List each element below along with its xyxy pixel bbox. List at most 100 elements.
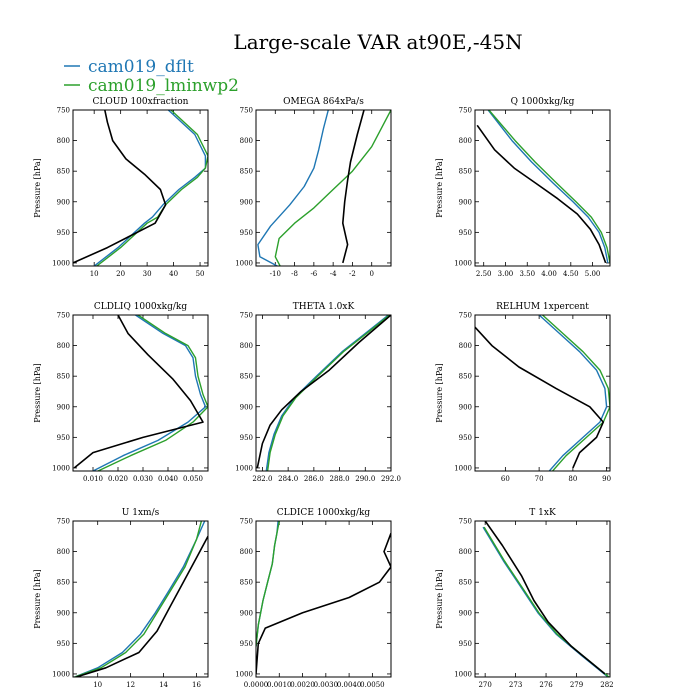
y-tick-label: 950 <box>459 640 472 648</box>
panel-relhum: RELHUM 1xpercent Pressure [hPa] 750 800 850 9… <box>435 302 611 483</box>
y-tick-label: 750 <box>240 312 253 320</box>
x-tick-label: 0.0000 <box>244 681 269 689</box>
x-tick-label: 2.50 <box>476 270 492 278</box>
x-tick-label: 0.010 <box>83 475 103 483</box>
y-tick-label: 1000 <box>454 464 472 472</box>
x-tick-label: 0.030 <box>133 475 153 483</box>
y-tick-label: 950 <box>459 434 472 442</box>
x-tick-label: 70 <box>535 475 544 483</box>
x-tick-label: 273 <box>509 681 522 689</box>
y-tick-label: 850 <box>240 579 253 587</box>
series-line-obs <box>76 535 208 677</box>
y-tick-label: 1000 <box>235 670 253 678</box>
y-tick-label: 800 <box>459 548 472 556</box>
x-tick-label: 40 <box>169 270 178 278</box>
panel-q: Q 1000xkg/kg Pressure [hPa] 750 800 850 900 95… <box>435 97 611 278</box>
y-tick-label: 950 <box>240 229 253 237</box>
y-axis-label: Pressure [hPa] <box>435 569 444 629</box>
y-tick-label: 1000 <box>235 464 253 472</box>
series-line-obs <box>341 110 365 264</box>
panel-title: THETA 1.0xK <box>293 302 355 312</box>
y-tick-label: 900 <box>459 609 472 617</box>
x-tick-label: 0.0010 <box>267 681 292 689</box>
panel-omega: OMEGA 864xPa/s 750 800 850 900 950 1000 -10 -8 -6… <box>235 97 392 278</box>
x-tick-label: 282 <box>600 681 613 689</box>
plot-frame <box>474 314 611 472</box>
x-tick-label: 30 <box>143 270 152 278</box>
panel-cloud: CLOUD 100xfraction Pressure [hPa] 750 800 85… <box>33 97 209 278</box>
y-tick-label: 900 <box>459 403 472 411</box>
x-tick-label: 5.00 <box>585 270 601 278</box>
plot-frame <box>72 314 209 472</box>
series-line-cam019-lminwp2 <box>483 526 610 677</box>
panel-title: U 1xm/s <box>122 508 160 518</box>
y-tick-label: 750 <box>57 107 70 115</box>
y-tick-label: 1000 <box>454 259 472 267</box>
x-tick-label: 0.0040 <box>337 681 362 689</box>
series-line-cam019-dflt <box>487 110 609 264</box>
y-tick-label: 950 <box>240 434 253 442</box>
x-tick-label: 0.040 <box>158 475 178 483</box>
y-tick-label: 800 <box>240 342 253 350</box>
plot-frame <box>72 520 209 678</box>
x-tick-label: 60 <box>501 475 510 483</box>
x-tick-label: -10 <box>270 270 281 278</box>
y-tick-label: 750 <box>459 518 472 526</box>
plot-frame <box>255 314 392 472</box>
x-tick-label: 284.0 <box>278 475 298 483</box>
x-tick-label: 90 <box>602 475 611 483</box>
y-axis-label: Pressure [hPa] <box>435 363 444 423</box>
y-tick-label: 1000 <box>52 670 70 678</box>
y-tick-label: 800 <box>459 342 472 350</box>
y-tick-label: 850 <box>240 373 253 381</box>
series-line-obs <box>73 110 167 264</box>
legend-label-dflt: cam019_dflt <box>88 57 194 77</box>
x-tick-label: 0.0030 <box>314 681 339 689</box>
x-tick-label: 14 <box>159 681 168 689</box>
series-line-cam019-lminwp2 <box>274 110 391 266</box>
x-tick-label: 80 <box>568 475 577 483</box>
y-tick-label: 900 <box>240 609 253 617</box>
y-tick-label: 750 <box>240 107 253 115</box>
x-tick-label: 292.0 <box>381 475 401 483</box>
y-tick-label: 900 <box>57 609 70 617</box>
panel-title: OMEGA 864xPa/s <box>283 97 364 107</box>
y-axis-label: Pressure [hPa] <box>435 158 444 218</box>
panel-title: CLDLIQ 1000xkg/kg <box>94 302 188 312</box>
x-tick-label: 4.50 <box>563 270 579 278</box>
y-tick-label: 800 <box>57 548 70 556</box>
series-line-cam019-lminwp2 <box>97 315 208 471</box>
y-tick-label: 1000 <box>52 464 70 472</box>
y-tick-label: 750 <box>459 312 472 320</box>
x-tick-label: 282.0 <box>252 475 272 483</box>
series-line-cam019-dflt <box>265 315 389 471</box>
y-tick-label: 750 <box>57 312 70 320</box>
y-tick-label: 750 <box>459 107 472 115</box>
y-axis-label: Pressure [hPa] <box>33 158 42 218</box>
y-tick-label: 950 <box>240 640 253 648</box>
x-tick-label: 16 <box>192 681 201 689</box>
x-tick-label: -8 <box>291 270 298 278</box>
y-tick-label: 950 <box>57 229 70 237</box>
y-tick-label: 850 <box>459 168 472 176</box>
series-line-cam019-dflt <box>482 526 609 677</box>
x-tick-label: 50 <box>196 270 205 278</box>
y-tick-label: 800 <box>459 137 472 145</box>
y-tick-label: 900 <box>240 403 253 411</box>
series-line-cam019-lminwp2 <box>266 315 391 471</box>
panel-theta: THETA 1.0xK 750 800 850 900 950 1000 282.0 284.0… <box>235 302 401 483</box>
y-tick-label: 1000 <box>454 670 472 678</box>
x-tick-label: 0.0020 <box>290 681 315 689</box>
series-line-cam019-dflt <box>538 315 608 471</box>
y-tick-label: 850 <box>57 373 70 381</box>
y-axis-label: Pressure [hPa] <box>33 569 42 629</box>
x-tick-label: 0.0050 <box>360 681 385 689</box>
series-line-cam019-lminwp2 <box>542 315 610 471</box>
y-tick-label: 1000 <box>235 259 253 267</box>
y-tick-label: 950 <box>57 640 70 648</box>
y-axis-label: Pressure [hPa] <box>33 363 42 423</box>
y-tick-label: 800 <box>57 137 70 145</box>
panel-t: T 1xK Pressure [hPa] 750 800 850 900 950 1000 27… <box>435 508 614 689</box>
panel-title: CLDICE 1000xkg/kg <box>277 508 371 518</box>
